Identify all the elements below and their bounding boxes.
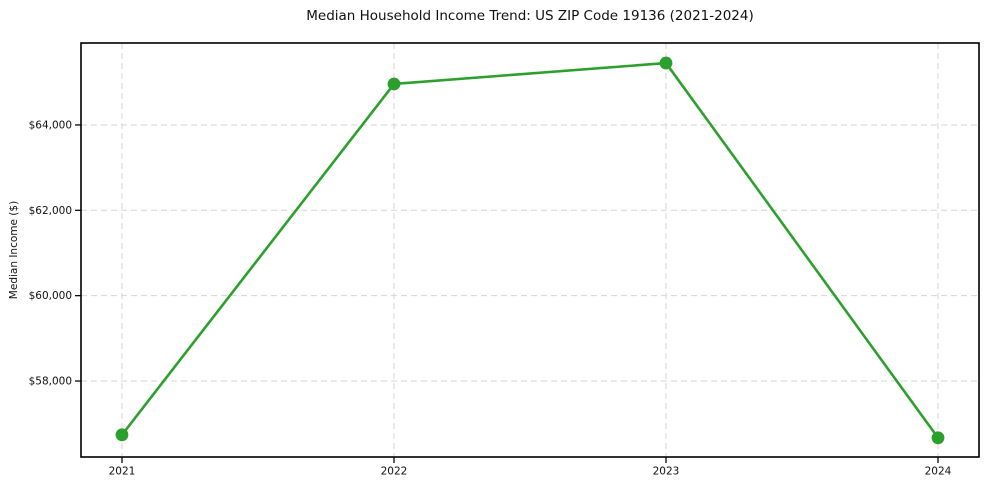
x-tick-label: 2023 <box>653 466 680 478</box>
data-point <box>659 56 673 70</box>
y-tick-label: $60,000 <box>29 290 72 302</box>
data-point <box>387 77 401 91</box>
y-tick-label: $58,000 <box>29 376 72 388</box>
axis-tick-labels: $58,000 $60,000 $62,000 $64,000 2021 2022 2023… <box>29 119 952 477</box>
plot-border <box>80 42 980 458</box>
y-tick-label: $62,000 <box>29 205 72 217</box>
axis-ticks <box>75 124 939 463</box>
data-series <box>115 56 945 445</box>
x-tick-label: 2024 <box>925 466 952 478</box>
y-tick-label: $64,000 <box>29 119 72 131</box>
x-tick-label: 2021 <box>109 466 136 478</box>
gridlines <box>81 43 979 457</box>
income-trend-line <box>120 61 940 440</box>
chart-title: Median Household Income Trend: US ZIP Co… <box>306 8 754 24</box>
x-tick-label: 2022 <box>381 466 408 478</box>
data-point <box>115 428 129 442</box>
data-point <box>931 431 945 445</box>
